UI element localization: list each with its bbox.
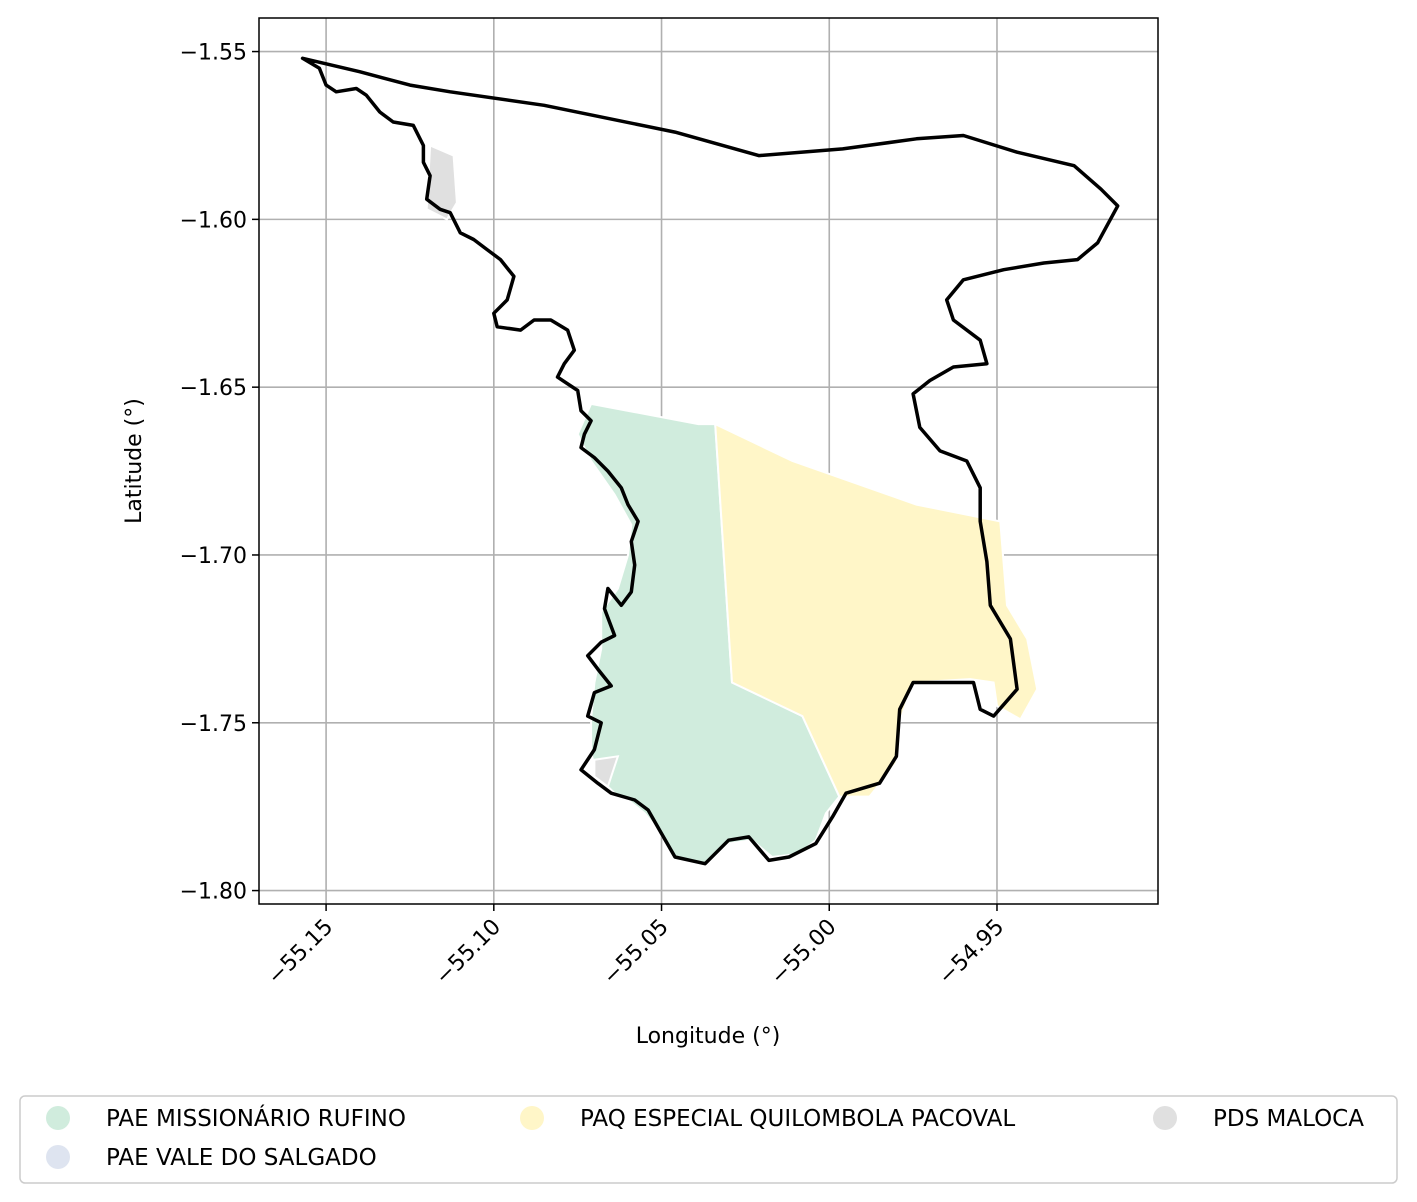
legend-entry-pae-missionario-rufino: PAE MISSIONÁRIO RUFINO: [46, 1104, 406, 1132]
legend: PAE MISSIONÁRIO RUFINO PAQ ESPECIAL QUIL…: [19, 1095, 1398, 1184]
legend-label: PAQ ESPECIAL QUILOMBOLA PACOVAL: [580, 1106, 1015, 1132]
legend-marker: [46, 1145, 70, 1169]
y-tick-label: −1.80: [180, 880, 247, 905]
municipality-boundary: [300, 56, 1120, 866]
settlement-regions: [425, 144, 1039, 865]
y-tick-label: −1.75: [180, 712, 247, 737]
legend-entry-pae-vale-do-salgado: PAE VALE DO SALGADO: [46, 1145, 377, 1171]
legend-label: PAE MISSIONÁRIO RUFINO: [106, 1104, 406, 1132]
y-axis-ticks: −1.55 −1.60 −1.65 −1.70 −1.75 −1.80: [180, 41, 259, 905]
region-pds-maloca: [593, 755, 620, 789]
legend-entry-paq-especial-quilombola-pacoval: PAQ ESPECIAL QUILOMBOLA PACOVAL: [520, 1106, 1015, 1132]
legend-entry-pds-maloca: PDS MALOCA: [1153, 1106, 1364, 1132]
legend-marker: [520, 1106, 544, 1130]
y-tick-label: −1.70: [180, 544, 247, 569]
municipality-boundary-line: [300, 56, 1120, 866]
legend-marker: [1153, 1106, 1177, 1130]
legend-label: PAE VALE DO SALGADO: [106, 1145, 377, 1171]
legend-frame: [19, 1095, 1398, 1184]
y-tick-label: −1.55: [180, 41, 247, 66]
region-paq-especial-quilombola-pacoval: [714, 422, 1039, 798]
map-plot-area: [259, 18, 1158, 904]
legend-marker: [46, 1106, 70, 1130]
legend-label: PDS MALOCA: [1213, 1106, 1364, 1132]
y-tick-label: −1.60: [180, 208, 247, 233]
y-tick-label: −1.65: [180, 376, 247, 401]
axes-frame: [258, 17, 1159, 905]
x-axis-label: Longitude (°): [636, 1024, 781, 1049]
y-axis-label: Latitude (°): [122, 398, 147, 524]
